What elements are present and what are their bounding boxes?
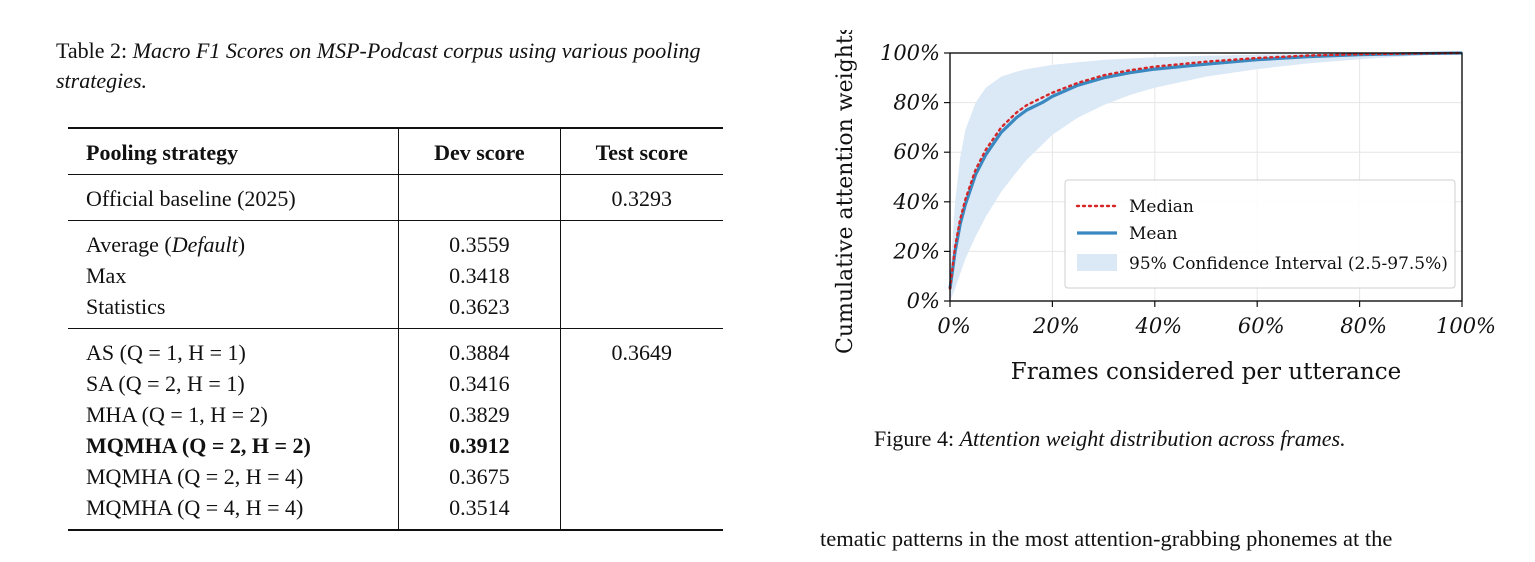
- table-caption: Table 2: Macro F1 Scores on MSP-Podcast …: [56, 36, 746, 96]
- cell-dev: 0.3559: [398, 220, 561, 260]
- x-axis-label: Frames considered per utterance: [1011, 359, 1401, 385]
- cell-strategy: MQMHA (Q = 2, H = 2): [86, 433, 311, 458]
- cell-dev: 0.3675: [398, 461, 561, 492]
- plot-frame: [949, 52, 1463, 302]
- table-row: Statistics 0.3623: [68, 291, 723, 329]
- table-group-pooling: Average (Default) 0.3559 Max 0.3418 Stat…: [68, 220, 723, 329]
- confidence-band: [950, 53, 1462, 301]
- cell-strategy: AS (Q = 1, H = 1): [86, 340, 246, 365]
- y-tick-label: 0%: [907, 289, 940, 313]
- cell-test: [559, 368, 723, 399]
- cell-strategy: Max: [86, 263, 127, 288]
- table-row: Official baseline (2025) 0.3293: [68, 174, 723, 221]
- x-tick-label: 0%: [937, 314, 970, 338]
- table-row: MQMHA (Q = 4, H = 4) 0.3514: [68, 492, 723, 530]
- cell-strategy: Statistics: [86, 294, 166, 319]
- y-tick-label: 100%: [880, 41, 940, 65]
- table-header-row: Pooling strategy Dev score Test score: [68, 128, 723, 175]
- table-row: MQMHA (Q = 2, H = 4) 0.3675: [68, 461, 723, 492]
- x-tick-label: 80%: [1340, 314, 1387, 338]
- cell-dev: [398, 174, 561, 221]
- table-group-attention: AS (Q = 1, H = 1) 0.3884 0.3649 SA (Q = …: [68, 328, 723, 530]
- cell-dev: 0.3829: [398, 399, 561, 430]
- cell-strategy: MQMHA (Q = 2, H = 4): [86, 464, 304, 489]
- header-test-score: Test score: [559, 128, 723, 175]
- cell-test: 0.3649: [559, 328, 723, 368]
- table-caption-text: Macro F1 Scores on MSP-Podcast corpus us…: [56, 38, 701, 93]
- median-line: [948, 51, 1464, 290]
- header-dev-score: Dev score: [398, 128, 561, 175]
- cell-strategy: MQMHA (Q = 4, H = 4): [86, 495, 304, 520]
- cell-test: [559, 399, 723, 430]
- x-tick-label: 40%: [1134, 314, 1182, 338]
- y-tick-label: 40%: [892, 190, 940, 214]
- y-tick-label: 20%: [892, 239, 940, 263]
- table-row: SA (Q = 2, H = 1) 0.3416: [68, 368, 723, 399]
- table-row-best: MQMHA (Q = 2, H = 2) 0.3912: [68, 430, 723, 461]
- y-axis-label: Cumulative attention weights: [833, 30, 858, 354]
- cell-dev: 0.3514: [398, 492, 561, 530]
- table-row: Average (Default) 0.3559: [68, 220, 723, 260]
- cell-dev: 0.3912: [398, 430, 561, 461]
- mean-line: [948, 51, 1463, 289]
- cell-test: [559, 260, 723, 291]
- legend-ci-label: 95% Confidence Interval (2.5-97.5%): [1129, 254, 1448, 274]
- table-group-baseline: Official baseline (2025) 0.3293: [68, 174, 723, 221]
- cell-strategy: MHA (Q = 1, H = 2): [86, 402, 268, 427]
- y-tick-label: 60%: [893, 140, 940, 164]
- cell-test: [559, 220, 723, 260]
- cell-test: [559, 430, 723, 461]
- cell-strategy: Average (Default): [86, 232, 246, 257]
- figure-caption: Figure 4: Attention weight distribution …: [874, 424, 1514, 454]
- legend-mean-label: Mean: [1129, 224, 1178, 244]
- legend-ci-swatch: [1077, 254, 1117, 271]
- legend-box: [1064, 179, 1456, 289]
- cell-test: 0.3293: [559, 174, 723, 221]
- legend-median-label: Median: [1129, 197, 1194, 217]
- cell-dev: 0.3623: [398, 291, 561, 329]
- x-tick-label: 100%: [1436, 314, 1496, 338]
- cell-strategy: Official baseline (2025): [86, 186, 296, 211]
- figure-caption-text: Attention weight distribution across fra…: [959, 426, 1346, 451]
- x-tick-label: 60%: [1238, 314, 1285, 338]
- table-row: MHA (Q = 1, H = 2) 0.3829: [68, 399, 723, 430]
- table-caption-label: Table 2:: [56, 38, 128, 63]
- cell-dev: 0.3418: [398, 260, 561, 291]
- scores-table: Pooling strategy Dev score Test score Of…: [68, 127, 723, 531]
- figure-caption-label: Figure 4:: [874, 426, 955, 451]
- cell-dev: 0.3416: [398, 368, 561, 399]
- cell-dev: 0.3884: [398, 328, 561, 368]
- body-text: tematic patterns in the most attention-g…: [820, 526, 1393, 551]
- cell-test: [559, 291, 723, 329]
- body-text-cut-line: [820, 556, 1510, 562]
- table-row: AS (Q = 1, H = 1) 0.3884 0.3649: [68, 328, 723, 368]
- header-pooling-strategy: Pooling strategy: [86, 140, 239, 165]
- attention-chart: 0%0% 20% 20% 40% 40% 60% 60% 80% 80% 100% 100% Fram…: [833, 30, 1496, 385]
- x-tick-label: 20%: [1032, 314, 1080, 338]
- cell-test: [559, 461, 723, 492]
- y-tick-label: 80%: [893, 91, 940, 115]
- cell-test: [559, 492, 723, 530]
- cell-strategy: SA (Q = 2, H = 1): [86, 371, 245, 396]
- table-row: Max 0.3418: [68, 260, 723, 291]
